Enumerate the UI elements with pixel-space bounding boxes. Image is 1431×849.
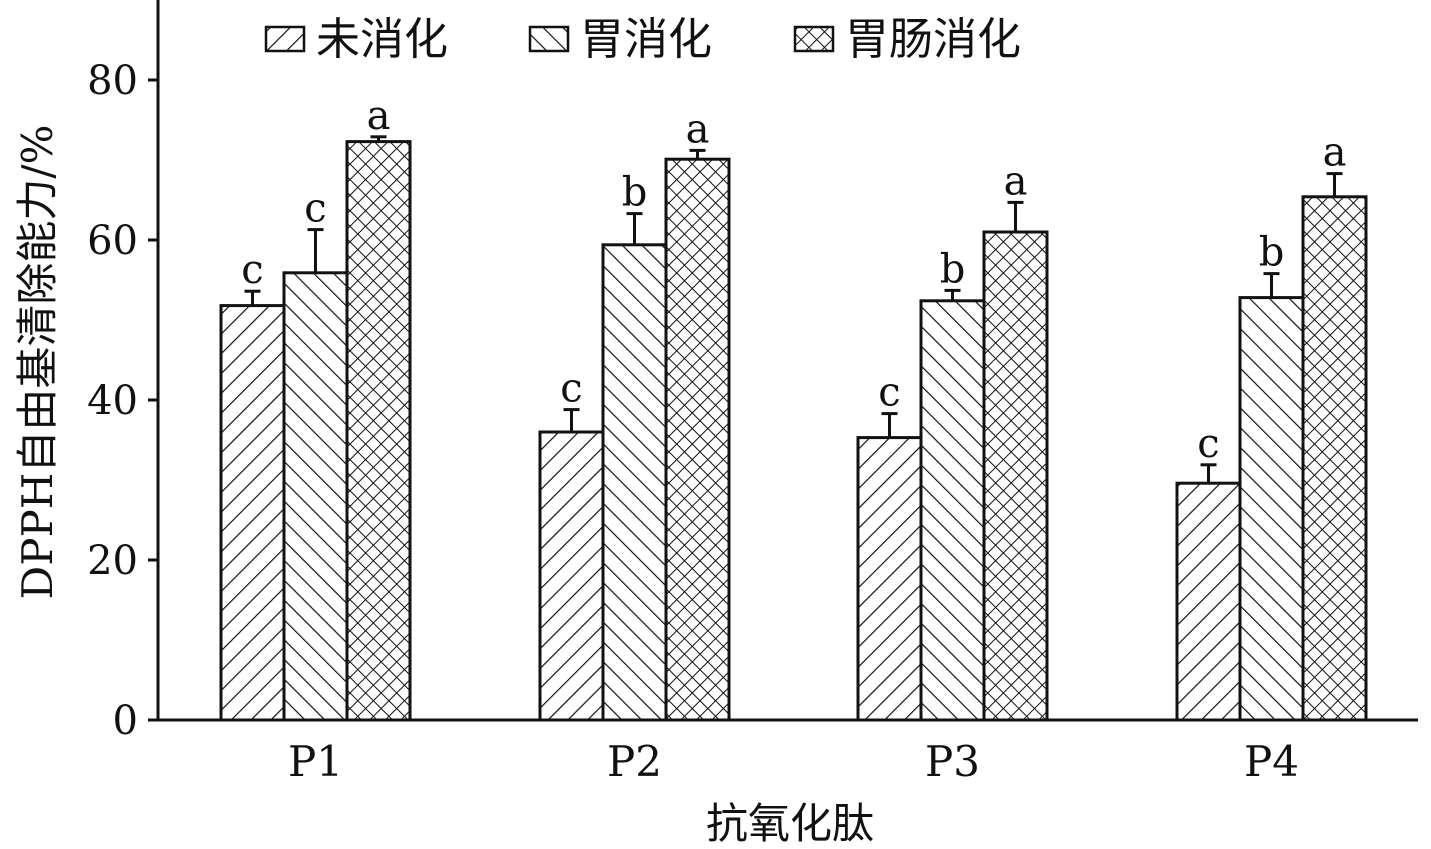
x-tick-label: P4 [1244, 737, 1299, 786]
bar [538, 430, 605, 722]
significance-label: a [367, 93, 391, 139]
x-tick-label: P2 [607, 737, 662, 786]
bar [1301, 195, 1368, 722]
x-axis-tick-labels: P1 P2 P3 P4 [288, 737, 1299, 786]
significance-label: c [1197, 421, 1219, 467]
legend-label: 未消化 [316, 14, 448, 65]
significance-label: b [1259, 230, 1285, 276]
bar [664, 157, 731, 722]
bar [856, 436, 923, 722]
y-tick-label: 60 [87, 218, 138, 264]
legend-swatch [528, 25, 570, 53]
y-tick-label: 40 [87, 378, 138, 424]
x-tick-label: P1 [288, 737, 343, 786]
bar [601, 243, 668, 722]
significance-label: a [1004, 158, 1028, 204]
significance-label: a [686, 106, 710, 152]
significance-label: b [940, 246, 966, 292]
x-tick-label: P3 [925, 737, 980, 786]
bar [982, 230, 1049, 722]
significance-label: a [1323, 130, 1347, 176]
significance-label: c [304, 186, 326, 232]
significance-label: c [241, 247, 263, 293]
y-axis-title: DPPH自由基清除能力/% [13, 125, 62, 600]
significance-label: c [878, 370, 900, 416]
bar [1238, 296, 1305, 722]
bar [1175, 481, 1242, 722]
y-axis-ticks: 0 20 40 60 80 [87, 58, 158, 744]
significance-label: b [622, 170, 648, 216]
y-tick-label: 20 [87, 538, 138, 584]
legend-swatch [264, 25, 306, 53]
legend-label: 胃消化 [580, 14, 712, 65]
bar [919, 299, 986, 722]
bar [219, 304, 286, 722]
x-axis-title: 抗氧化肽 [706, 799, 874, 848]
legend: 未消化 胃消化 胃肠消化 [264, 14, 1021, 65]
y-tick-label: 80 [87, 58, 138, 104]
legend-swatch [793, 25, 835, 53]
legend-label: 胃肠消化 [845, 14, 1021, 65]
significance-label: c [560, 366, 582, 412]
bar [282, 271, 349, 722]
y-tick-label: 0 [113, 698, 138, 744]
bar [345, 140, 412, 722]
